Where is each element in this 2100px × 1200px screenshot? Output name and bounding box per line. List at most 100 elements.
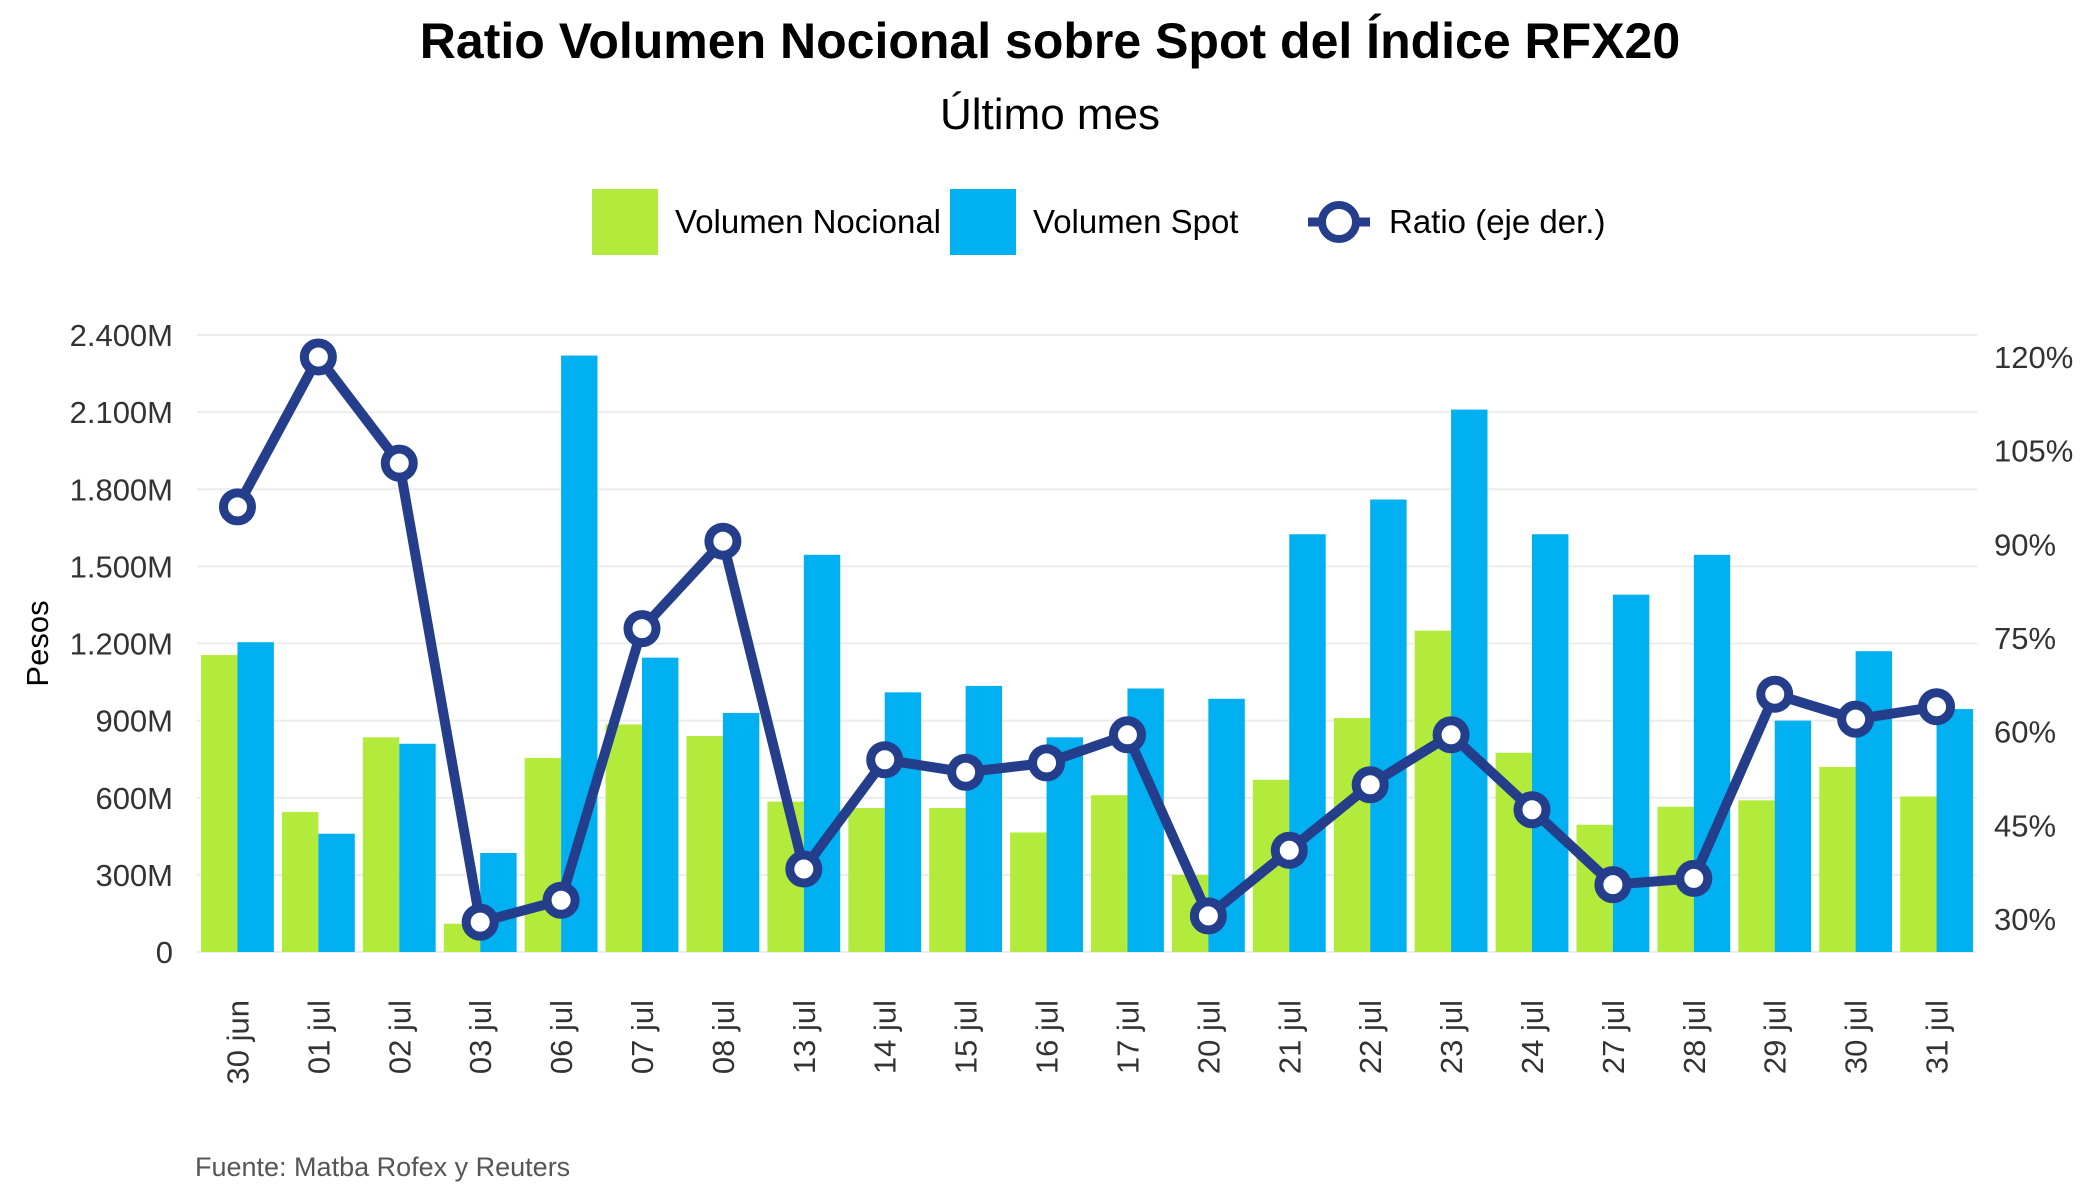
x-tick-label: 03 jul xyxy=(463,1000,498,1074)
x-tick-label: 20 jul xyxy=(1191,1000,1226,1074)
x-tick-label: 13 jul xyxy=(787,1000,822,1074)
bar-spot xyxy=(399,743,436,952)
legend-label-spot: Volumen Spot xyxy=(1033,203,1239,240)
ratio-point xyxy=(1270,831,1308,869)
y-right-tick-label: 120% xyxy=(1994,340,2073,375)
ratio-point xyxy=(218,488,256,526)
y-left-tick-label: 1.500M xyxy=(70,549,173,584)
bar-nocional xyxy=(524,757,562,952)
bar-spot xyxy=(884,692,922,952)
legend-item-nocional: Volumen Nocional xyxy=(592,188,941,256)
y-left-tick-label: 2.100M xyxy=(70,395,173,430)
bar-nocional xyxy=(1900,796,1937,952)
ratio-point xyxy=(1189,897,1227,935)
x-tick-label: 29 jul xyxy=(1758,1000,1793,1074)
x-tick-label: 22 jul xyxy=(1353,1000,1388,1074)
y-left-tick-label: 900M xyxy=(95,704,173,739)
bar-spot xyxy=(1532,534,1569,952)
legend-item-ratio: Ratio (eje der.) xyxy=(1306,188,1605,256)
y-left-tick-label: 1.800M xyxy=(70,472,173,507)
legend-swatch-nocional xyxy=(592,189,658,255)
bar-spot xyxy=(1855,651,1893,952)
ratio-point xyxy=(1351,766,1389,804)
y-right-tick-label: 30% xyxy=(1994,902,2056,937)
y-right-tick-label: 75% xyxy=(1994,621,2056,656)
legend-label-ratio: Ratio (eje der.) xyxy=(1389,203,1606,240)
x-tick-label: 30 jun xyxy=(220,1000,255,1084)
x-tick-label: 30 jul xyxy=(1839,1000,1874,1074)
x-tick-label: 08 jul xyxy=(706,1000,741,1074)
bar-spot xyxy=(318,833,355,952)
ratio-point xyxy=(1513,791,1551,829)
legend-swatch-spot xyxy=(950,189,1016,255)
bar-nocional xyxy=(1738,800,1775,952)
bar-spot xyxy=(1370,499,1407,952)
ratio-point xyxy=(866,741,904,779)
x-tick-label: 01 jul xyxy=(301,1000,336,1074)
bar-nocional xyxy=(1333,718,1371,952)
x-tick-label: 07 jul xyxy=(625,1000,660,1074)
ratio-point xyxy=(299,338,337,376)
bar-nocional xyxy=(1414,630,1452,952)
legend-item-spot: Volumen Spot xyxy=(950,188,1238,256)
x-tick-label: 17 jul xyxy=(1110,1000,1145,1074)
ratio-point xyxy=(1837,700,1875,738)
bar-spot xyxy=(1774,720,1812,952)
ratio-point xyxy=(623,610,661,648)
ratio-point xyxy=(1594,866,1632,904)
ratio-point xyxy=(947,753,985,791)
ratio-point xyxy=(1108,716,1146,754)
bar-spot xyxy=(722,712,760,952)
legend-label-nocional: Volumen Nocional xyxy=(675,203,941,240)
y-right-tick-label: 90% xyxy=(1994,527,2056,562)
x-tick-label: 21 jul xyxy=(1272,1000,1307,1074)
ratio-point xyxy=(380,444,418,482)
ratio-line xyxy=(232,352,1942,928)
bar-nocional xyxy=(848,808,885,952)
y-axis-label: Pesos xyxy=(20,600,55,686)
bar-nocional xyxy=(1819,766,1856,952)
ratio-point xyxy=(542,881,580,919)
bar-nocional xyxy=(686,736,723,952)
y-right-tick-label: 105% xyxy=(1994,434,2073,469)
y-left-tick-label: 1.200M xyxy=(70,627,173,662)
x-tick-label: 24 jul xyxy=(1515,1000,1550,1074)
y-right-tick-label: 45% xyxy=(1994,808,2056,843)
x-tick-label: 14 jul xyxy=(868,1000,903,1074)
y-left-tick-label: 300M xyxy=(95,858,173,893)
ratio-point xyxy=(1756,675,1794,713)
legend-swatch-ratio xyxy=(1308,201,1370,243)
y-left-tick-label: 0 xyxy=(156,935,173,970)
x-tick-label: 06 jul xyxy=(544,1000,579,1074)
bar-nocional xyxy=(362,737,400,952)
chart-subtitle: Último mes xyxy=(939,90,1161,139)
bar-nocional xyxy=(929,808,966,952)
x-tick-label: 23 jul xyxy=(1434,1000,1469,1074)
x-tick-label: 15 jul xyxy=(949,1000,984,1074)
bar-spot xyxy=(642,657,679,952)
bar-nocional xyxy=(281,811,319,952)
ratio-point xyxy=(1432,716,1470,754)
ratio-point xyxy=(704,522,742,560)
y-left-tick-label: 600M xyxy=(95,781,173,816)
chart-title: Ratio Volumen Nocional sobre Spot del Ín… xyxy=(419,13,1681,69)
y-right-tick-label: 60% xyxy=(1994,715,2056,750)
x-tick-label: 02 jul xyxy=(382,1000,417,1074)
ratio-point xyxy=(1918,688,1956,726)
bar-spot xyxy=(965,685,1003,952)
bar-nocional xyxy=(1010,832,1047,952)
source-note: Fuente: Matba Rofex y Reuters xyxy=(195,1152,571,1182)
x-tick-label: 31 jul xyxy=(1920,1000,1955,1074)
x-tick-label: 28 jul xyxy=(1677,1000,1712,1074)
x-tick-label: 27 jul xyxy=(1596,1000,1631,1074)
x-tick-label: 16 jul xyxy=(1030,1000,1065,1074)
ratio-point xyxy=(1028,744,1066,782)
bar-spot xyxy=(1451,409,1488,952)
bar-spot xyxy=(1289,534,1326,952)
ratio-point xyxy=(461,903,499,941)
ratio-point xyxy=(1675,859,1713,897)
bar-nocional xyxy=(605,724,642,952)
bar-nocional xyxy=(201,655,238,952)
y-left-tick-label: 2.400M xyxy=(70,318,173,353)
bar-spot xyxy=(803,554,841,952)
